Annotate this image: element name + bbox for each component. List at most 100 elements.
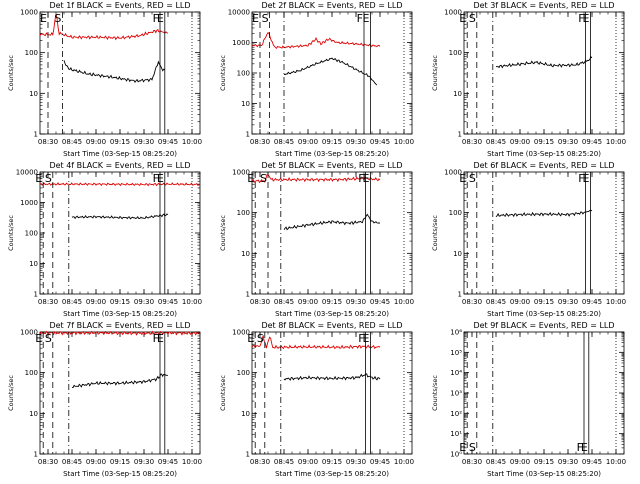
x-tick-label: 09:15 bbox=[534, 298, 554, 306]
y-axis-label: Counts/sec bbox=[431, 375, 439, 411]
x-tick-label: 09:45 bbox=[158, 458, 178, 466]
y-tick-label: 100 bbox=[25, 49, 38, 57]
y-tick-label: 10 bbox=[453, 90, 462, 98]
y-tick-label: 1000 bbox=[232, 39, 250, 47]
marker-label: S bbox=[257, 332, 264, 345]
plot-frame bbox=[463, 11, 625, 135]
panel-det-3: Det 3f BLACK = Events, RED = LLD Counts/s… bbox=[431, 1, 626, 158]
x-tick-label: 09:00 bbox=[510, 138, 530, 146]
y-tick-label: 1000 bbox=[232, 169, 250, 177]
x-tick-label: 09:30 bbox=[346, 298, 366, 306]
x-tick-label: 10:00 bbox=[182, 138, 202, 146]
y-tick-label: 1 bbox=[34, 291, 38, 299]
panel-det-9: Det 9f BLACK = Events, RED = LLD Counts/s… bbox=[431, 321, 626, 478]
y-axis-label: Counts/sec bbox=[7, 55, 15, 91]
y-axis-label: Counts/sec bbox=[219, 375, 227, 411]
marker-label: S bbox=[469, 12, 476, 25]
x-tick-label: 09:15 bbox=[110, 298, 130, 306]
y-tick-label: 1000 bbox=[444, 169, 462, 177]
plot-frame bbox=[39, 11, 201, 135]
marker-label: E bbox=[362, 12, 369, 25]
x-tick-label: 09:30 bbox=[558, 298, 578, 306]
plot-frame bbox=[251, 11, 413, 135]
x-tick-label: 08:45 bbox=[274, 298, 294, 306]
plot-frame bbox=[251, 331, 413, 455]
y-tick-label: 1 bbox=[458, 131, 462, 139]
x-axis-label: Start Time (03-Sep-15 08:25:20) bbox=[487, 310, 601, 318]
y-tick-label: 1000 bbox=[20, 329, 38, 337]
panel-det-2: Det 2f BLACK = Events, RED = LLD Counts/s… bbox=[219, 1, 414, 158]
x-tick-label: 09:15 bbox=[322, 458, 342, 466]
x-tick-label: 09:15 bbox=[110, 458, 130, 466]
panel-title: Det 6f BLACK = Events, RED = LLD bbox=[473, 161, 614, 170]
x-tick-label: 09:45 bbox=[582, 458, 602, 466]
panel-title: Det 7f BLACK = Events, RED = LLD bbox=[49, 321, 190, 330]
y-tick-label: 10⁰ bbox=[450, 451, 462, 459]
x-tick-label: 08:45 bbox=[274, 138, 294, 146]
marker-label: E bbox=[582, 172, 589, 185]
marker-label: S bbox=[262, 12, 269, 25]
marker-label: F bbox=[577, 441, 583, 454]
x-tick-label: 08:30 bbox=[38, 458, 58, 466]
series-line-events bbox=[72, 373, 169, 389]
x-tick-label: 08:30 bbox=[250, 298, 270, 306]
x-tick-label: 09:15 bbox=[110, 138, 130, 146]
y-tick-label: 10 bbox=[241, 410, 250, 418]
x-axis-label: Start Time (03-Sep-15 08:25:20) bbox=[275, 470, 389, 478]
series-line-lld bbox=[39, 182, 201, 187]
x-tick-label: 09:30 bbox=[558, 458, 578, 466]
plot-frame bbox=[463, 331, 625, 455]
y-axis-label: Counts/sec bbox=[431, 55, 439, 91]
y-tick-label: 1000 bbox=[444, 9, 462, 17]
x-tick-label: 10:00 bbox=[182, 298, 202, 306]
y-tick-label: 10 bbox=[453, 250, 462, 258]
x-tick-label: 09:00 bbox=[298, 458, 318, 466]
y-tick-label: 10 bbox=[241, 250, 250, 258]
plot-frame bbox=[39, 171, 201, 295]
x-tick-label: 08:30 bbox=[462, 458, 482, 466]
x-tick-label: 08:30 bbox=[250, 138, 270, 146]
marker-label: E bbox=[459, 441, 466, 454]
panel-det-5: Det 5f BLACK = Events, RED = LLD Counts/s… bbox=[219, 161, 414, 318]
x-tick-label: 09:15 bbox=[322, 298, 342, 306]
marker-label: S bbox=[45, 332, 52, 345]
marker-label: F bbox=[358, 332, 364, 345]
marker-label: S bbox=[260, 172, 267, 185]
y-tick-label: 1 bbox=[34, 451, 38, 459]
y-tick-label: 10 bbox=[29, 260, 38, 268]
x-tick-label: 10:00 bbox=[394, 138, 414, 146]
series-line-lld bbox=[251, 174, 381, 184]
marker-label: F bbox=[578, 12, 584, 25]
marker-label: F bbox=[153, 12, 159, 25]
marker-label: E bbox=[362, 172, 369, 185]
panel-det-8: Det 8f BLACK = Events, RED = LLD Counts/s… bbox=[219, 321, 414, 478]
marker-label: E bbox=[582, 12, 589, 25]
plot-frame bbox=[463, 171, 625, 295]
x-tick-label: 10:00 bbox=[606, 138, 626, 146]
series-line-events bbox=[71, 213, 169, 220]
x-axis-label: Start Time (03-Sep-15 08:25:20) bbox=[487, 470, 601, 478]
panel-title: Det 2f BLACK = Events, RED = LLD bbox=[261, 1, 402, 10]
marker-label: E bbox=[459, 172, 466, 185]
x-tick-label: 09:00 bbox=[510, 458, 530, 466]
panel-det-6: Det 6f BLACK = Events, RED = LLD Counts/s… bbox=[431, 161, 626, 318]
x-axis-label: Start Time (03-Sep-15 08:25:20) bbox=[275, 150, 389, 158]
series-line-lld bbox=[39, 330, 201, 336]
x-tick-label: 08:30 bbox=[462, 138, 482, 146]
y-tick-label: 1 bbox=[246, 131, 250, 139]
marker-label: E bbox=[252, 12, 259, 25]
x-tick-label: 08:45 bbox=[486, 298, 506, 306]
marker-label: E bbox=[157, 12, 164, 25]
x-tick-label: 08:30 bbox=[38, 138, 58, 146]
x-tick-label: 10:00 bbox=[394, 298, 414, 306]
panel-title: Det 5f BLACK = Events, RED = LLD bbox=[261, 161, 402, 170]
x-tick-label: 09:30 bbox=[134, 458, 154, 466]
x-tick-label: 09:00 bbox=[86, 458, 106, 466]
marker-label: E bbox=[157, 332, 164, 345]
marker-label: F bbox=[358, 172, 364, 185]
y-tick-label: 1000 bbox=[20, 9, 38, 17]
marker-label: E bbox=[157, 172, 164, 185]
y-tick-label: 10² bbox=[450, 410, 462, 418]
x-tick-label: 09:30 bbox=[558, 138, 578, 146]
